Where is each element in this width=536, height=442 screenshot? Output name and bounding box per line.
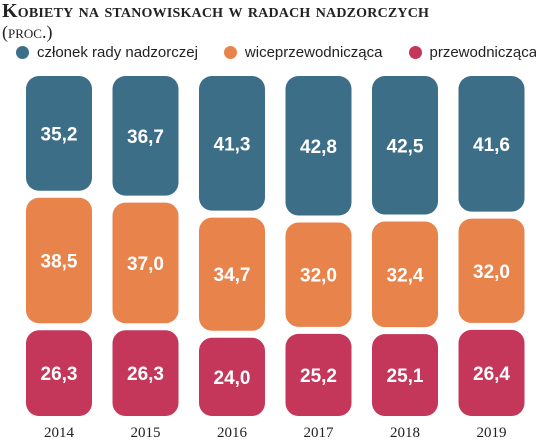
bar-segment-2014-s2	[26, 330, 92, 416]
legend-item-wice: wiceprzewodnicząca	[223, 44, 383, 61]
x-tick-label: 2018	[390, 425, 420, 441]
bar-value-label: 35,2	[41, 124, 78, 145]
legend-item-przew: przewodnicząca	[408, 44, 536, 61]
bar-segment-2014-s1	[26, 197, 92, 324]
legend-label-czlonek: członek rady nadzorczej	[37, 44, 198, 61]
bar-value-label: 25,2	[300, 366, 337, 387]
legend-label-przew: przewodnicząca	[429, 44, 536, 61]
bar-segment-2015-s0	[112, 76, 179, 196]
bar-value-label: 42,5	[387, 136, 424, 157]
legend-label-wice: wiceprzewodnicząca	[244, 44, 383, 61]
bar-value-label: 38,5	[41, 252, 78, 273]
bar-value-label: 32,0	[300, 266, 337, 287]
chart-title: Kobiety na stanowiskach w radach nadzorc…	[2, 0, 430, 22]
legend-dot-czlonek	[16, 46, 29, 59]
bar-segment-2018-s2	[372, 334, 438, 416]
bar-segment-2015-s1	[112, 202, 179, 324]
chart-legend: członek rady nadzorczej wiceprzewodniczą…	[16, 44, 536, 61]
x-tick-label: 2017	[304, 425, 335, 441]
legend-item-czlonek: członek rady nadzorczej	[16, 44, 198, 61]
bar-value-label: 32,4	[387, 265, 424, 286]
bar-value-label: 32,0	[473, 262, 510, 283]
bar-segment-2018-s1	[372, 221, 438, 328]
bar-segment-2017-s1	[285, 222, 352, 327]
legend-dot-przew	[408, 46, 422, 59]
bar-segment-2016-s1	[199, 217, 265, 331]
x-tick-label: 2014	[44, 425, 75, 441]
bar-value-label: 26,3	[41, 364, 78, 385]
bar-segment-2015-s2	[112, 330, 179, 416]
bar-value-label: 24,0	[214, 368, 251, 389]
bar-value-label: 34,7	[214, 265, 251, 286]
bar-value-label: 42,8	[300, 137, 337, 158]
bar-value-label: 26,3	[127, 364, 164, 385]
bar-segment-2018-s0	[372, 76, 438, 215]
chart-header: Kobiety na stanowiskach w radach nadzorc…	[2, 0, 534, 42]
bar-segment-2017-s2	[285, 333, 352, 416]
bar-segment-2017-s0	[285, 76, 352, 216]
bar-value-label: 37,0	[127, 254, 164, 275]
x-tick-label: 2015	[131, 425, 161, 441]
bar-value-label: 41,6	[473, 135, 510, 156]
bar-segment-2019-s2	[458, 329, 525, 416]
bar-segment-2019-s1	[458, 218, 525, 323]
bar-value-label: 41,3	[214, 134, 251, 155]
bar-value-label: 25,1	[387, 366, 424, 387]
bar-value-label: 36,7	[127, 127, 164, 148]
chart-subtitle: (proc.)	[2, 22, 53, 42]
x-tick-label: 2016	[217, 425, 248, 441]
bar-segment-2019-s0	[458, 76, 525, 212]
bar-segment-2016-s0	[199, 76, 265, 211]
bar-value-label: 26,4	[473, 364, 510, 385]
legend-dot-wice	[223, 46, 237, 59]
x-tick-label: 2019	[477, 425, 507, 441]
bar-segment-2014-s0	[26, 76, 92, 191]
bar-segment-2016-s2	[199, 337, 265, 416]
